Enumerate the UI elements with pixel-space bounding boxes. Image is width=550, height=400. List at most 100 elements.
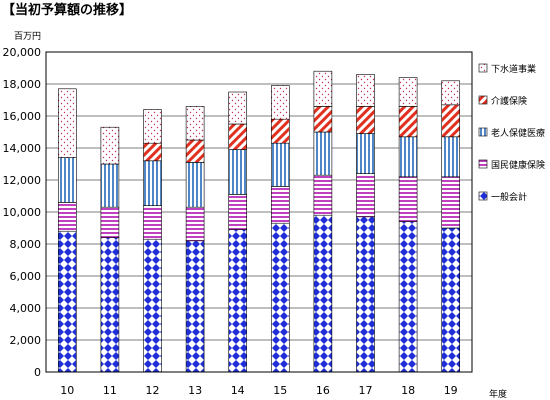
plot-frame [45,51,473,373]
bar-segment [398,221,418,373]
bar-segment [441,227,461,373]
legend-swatch [478,127,488,137]
legend-item: 下水道事業 [478,63,536,75]
bar-segment [313,214,333,373]
bar-segment [441,176,461,229]
legend-label: 介護保険 [491,95,527,107]
bar-segment [57,202,77,232]
x-tick-label: 19 [444,384,458,397]
x-tick-label: 16 [316,384,330,397]
x-tick-label: 10 [60,384,74,397]
bar-segment [143,142,162,162]
bar-segment [441,136,461,178]
bar-segment [313,70,333,107]
chart-title: 【当初予算額の推移】 [2,2,132,18]
x-tick-label: 14 [231,384,245,397]
legend-item: 老人保健医療 [478,127,545,139]
bar-segment [57,157,77,203]
bar-segment [398,77,418,107]
bar-segment [398,106,418,138]
x-axis-ticks: 10 11 12 13 14 15 16 17 18 19 [60,384,457,397]
bar-segment [228,123,247,150]
bar-segment [143,160,162,206]
bar-stack [143,109,162,373]
y-axis-ticks: 0 2,000 4,000 6,000 8,000 10,000 12,000 14,000 1… [3,46,42,379]
bar-stack [270,85,290,373]
y-tick-label: 8,000 [10,238,42,251]
bar-segment [398,176,418,222]
legend-item: 国民健康保険 [478,159,545,171]
bar-segment [143,238,162,373]
y-unit-label: 百万円 [14,31,41,42]
bar-stack [356,74,375,373]
bar-segment [356,74,375,107]
bar-segment [185,162,205,208]
x-axis-label: 年度 [489,388,507,400]
x-tick-label: 13 [188,384,202,397]
y-tick-label: 16,000 [3,110,42,123]
legend-item: 介護保険 [478,95,527,107]
bar-segment [356,106,375,134]
bar-segment [441,104,461,138]
bar-segment [441,80,461,106]
bar-segment [356,173,375,218]
bar-segment [228,149,247,195]
y-tick-label: 18,000 [3,78,42,91]
bar-stack [185,106,205,373]
legend-swatch [478,95,488,105]
legend-label: 一般会計 [491,191,527,203]
bar-segment [185,206,205,242]
bar-stack [398,77,418,373]
bar-segment [270,142,290,187]
bar-segment [228,91,247,125]
y-tick-label: 10,000 [3,206,42,219]
bar-segment [356,216,375,373]
x-tick-label: 18 [401,384,415,397]
bar-segment [57,88,77,158]
y-tick-label: 14,000 [3,142,42,155]
x-tick-label: 15 [273,384,287,397]
bar-segment [356,133,375,174]
legend-label: 老人保健医療 [491,127,545,139]
legend-item: 一般会計 [478,191,527,203]
y-tick-label: 20,000 [3,46,42,59]
x-tick-label: 12 [146,384,160,397]
bar-segment [270,85,290,120]
y-tick-label: 4,000 [10,302,42,315]
bar-segment [100,163,120,208]
x-tick-label: 17 [359,384,373,397]
bar-segment [228,229,247,373]
bar-segment [398,136,418,178]
bar-segment [313,106,333,133]
bar-stack [100,126,120,373]
bar-segment [228,194,247,230]
bar-segment [100,237,120,373]
legend-swatch [478,63,488,73]
bar-segment [185,139,205,163]
bar-segment [100,206,120,238]
bar-stack [441,80,461,373]
bar-segment [100,126,120,165]
bar-stack [313,70,333,373]
bar-stacks [57,70,461,373]
y-tick-label: 6,000 [10,270,42,283]
bar-segment [270,222,290,373]
legend-label: 下水道事業 [491,63,536,75]
bar-segment [143,205,162,240]
legend-swatch [478,159,488,169]
bar-segment [270,186,290,224]
bar-segment [57,230,77,373]
y-tick-label: 12,000 [3,174,42,187]
x-tick-label: 11 [103,384,117,397]
bar-stack [57,88,77,373]
bar-segment [313,174,333,216]
y-tick-label: 2,000 [10,334,42,347]
bar-segment [185,240,205,373]
bar-segment [185,106,205,141]
legend-label: 国民健康保険 [491,159,545,171]
bar-segment [313,131,333,176]
bar-segment [270,118,290,144]
y-tick-label: 0 [34,366,41,379]
